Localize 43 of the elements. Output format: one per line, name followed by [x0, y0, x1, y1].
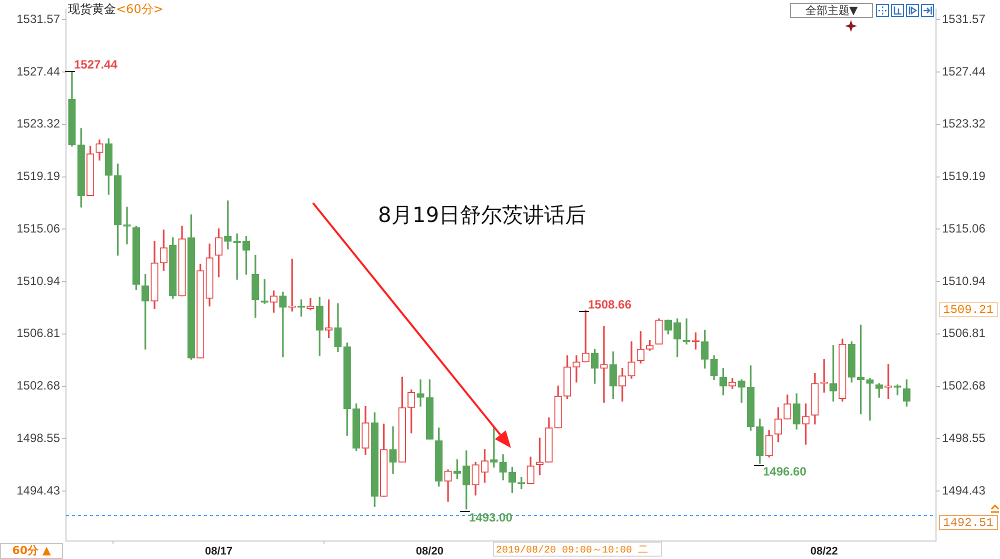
chart-subtitle: <60分> [116, 2, 164, 16]
annotation: 1527.44 [74, 57, 118, 72]
candlestick [123, 206, 131, 244]
y-tick-label: 1527.44 [16, 64, 60, 78]
candlestick [572, 355, 580, 383]
y-tick-label: 1494.43 [16, 483, 60, 498]
candlestick [682, 318, 690, 344]
text: 2019/08/20 09:00～10:00 二 [496, 544, 648, 556]
y-tick-label: 1510.94 [16, 274, 60, 288]
y-tick-label: 1531.57 [16, 12, 60, 26]
y2-tick-label: 1498.55 [942, 430, 986, 445]
x-tick-label: 08/20 [416, 545, 444, 558]
annotation: 1493.00 [469, 510, 513, 524]
annotation: 1496.60 [763, 464, 807, 478]
y-tick-label: 1498.55 [16, 430, 60, 445]
annotation: 1508.66 [588, 297, 632, 312]
y-tick-label: 1515.06 [16, 222, 60, 236]
y-tick-label: 1502.68 [16, 378, 60, 393]
y2-tick-label: 1519.19 [942, 169, 986, 184]
theme-dropdown: 全部主题▼ [790, 3, 873, 18]
y2-tick-label: 1523.32 [942, 116, 986, 131]
y2-tick-label: 1531.57 [942, 12, 986, 26]
x-tick-label: 08/17 [204, 545, 232, 558]
x-tick-label: 08/22 [810, 545, 838, 558]
y2-tick-label: 1506.81 [942, 326, 986, 340]
period-button: 60分 ▲ [0, 543, 63, 559]
y2-tick-label: 1515.06 [942, 222, 986, 236]
ref-line-label: 1492.51 [943, 516, 994, 530]
text: 1509.21 [943, 303, 994, 318]
y-tick-label: 1519.19 [16, 169, 60, 184]
y2-tick-label: 1527.44 [942, 64, 986, 78]
candlestick [279, 292, 287, 358]
candlestick [866, 378, 874, 421]
y2-tick-label: 1494.43 [942, 483, 986, 498]
y-tick-label: 1506.81 [16, 326, 60, 340]
y-tick-label: 1523.32 [16, 116, 60, 131]
candlestick [600, 326, 608, 403]
candlestick [416, 379, 424, 407]
y2-tick-label: 1510.94 [942, 274, 986, 288]
annotation: 8月19日舒尔茨讲话后 [378, 203, 586, 227]
y2-tick-label: 1502.68 [942, 378, 986, 393]
chart-title: 现货黄金 [68, 2, 116, 16]
candlestick [233, 233, 241, 280]
